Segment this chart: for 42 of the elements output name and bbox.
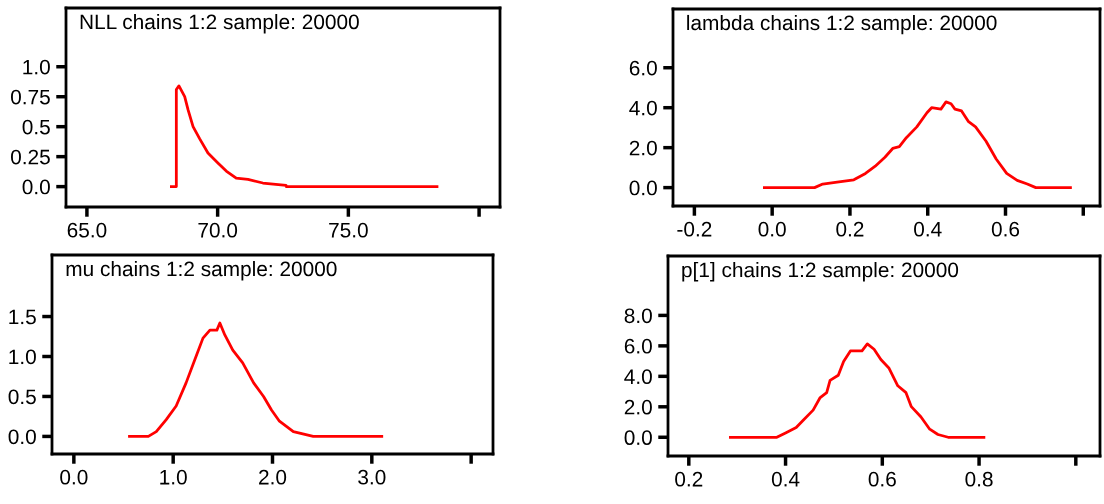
y-tick-label: 1.5 (9, 309, 36, 325)
line-series (729, 342, 986, 439)
y-tick-label: 0.0 (8, 429, 36, 445)
y-tick-label: 0.5 (22, 119, 50, 135)
line-series (128, 321, 384, 438)
x-tick-label: 1.0 (160, 469, 187, 485)
y-tick-label: 0.75 (10, 89, 50, 105)
y-tick-label: 0.0 (629, 180, 657, 196)
x-tick-label: 0.6 (868, 471, 896, 487)
chart-title: mu chains 1:2 sample: 20000 (66, 260, 337, 281)
x-tick-label: 0.4 (914, 221, 942, 237)
x-tick-label: 3.0 (358, 469, 386, 485)
x-tick-label: -0.2 (677, 221, 712, 237)
y-tick-label: 2.0 (629, 140, 657, 156)
x-tick-label: 65.0 (67, 222, 107, 238)
y-tick-label: 1.0 (23, 59, 50, 75)
line-series (763, 100, 1072, 190)
y-tick-label: 0.25 (10, 149, 50, 165)
y-tick-label: 6.0 (624, 338, 652, 354)
x-tick-label: 0.0 (758, 221, 786, 237)
y-tick-label: 0.0 (22, 179, 50, 195)
chart-title: lambda chains 1:2 sample: 20000 (687, 14, 997, 35)
y-tick-label: 8.0 (624, 308, 652, 324)
x-tick-label: 70.0 (198, 222, 238, 238)
x-tick-label: 0.2 (675, 471, 703, 487)
y-tick-label: 0.0 (624, 430, 652, 446)
x-tick-label: 0.6 (991, 221, 1020, 237)
x-tick-label: 75.0 (329, 222, 368, 238)
chart-title: NLL chains 1:2 sample: 20000 (80, 13, 359, 34)
x-tick-label: 0.0 (60, 469, 88, 485)
y-tick-label: 1.0 (9, 349, 36, 365)
y-tick-label: 0.5 (8, 389, 36, 405)
x-tick-label: 0.4 (771, 471, 800, 487)
x-tick-label: 2.0 (259, 469, 287, 485)
y-tick-label: 6.0 (629, 60, 657, 76)
y-tick-label: 4.0 (624, 369, 652, 385)
x-tick-label: 0.8 (965, 471, 993, 487)
y-tick-label: 4.0 (629, 100, 657, 116)
y-tick-label: 2.0 (624, 399, 652, 415)
x-tick-label: 0.2 (836, 221, 864, 237)
chart-title: p[1] chains 1:2 sample: 20000 (682, 262, 959, 282)
line-series (169, 84, 439, 189)
